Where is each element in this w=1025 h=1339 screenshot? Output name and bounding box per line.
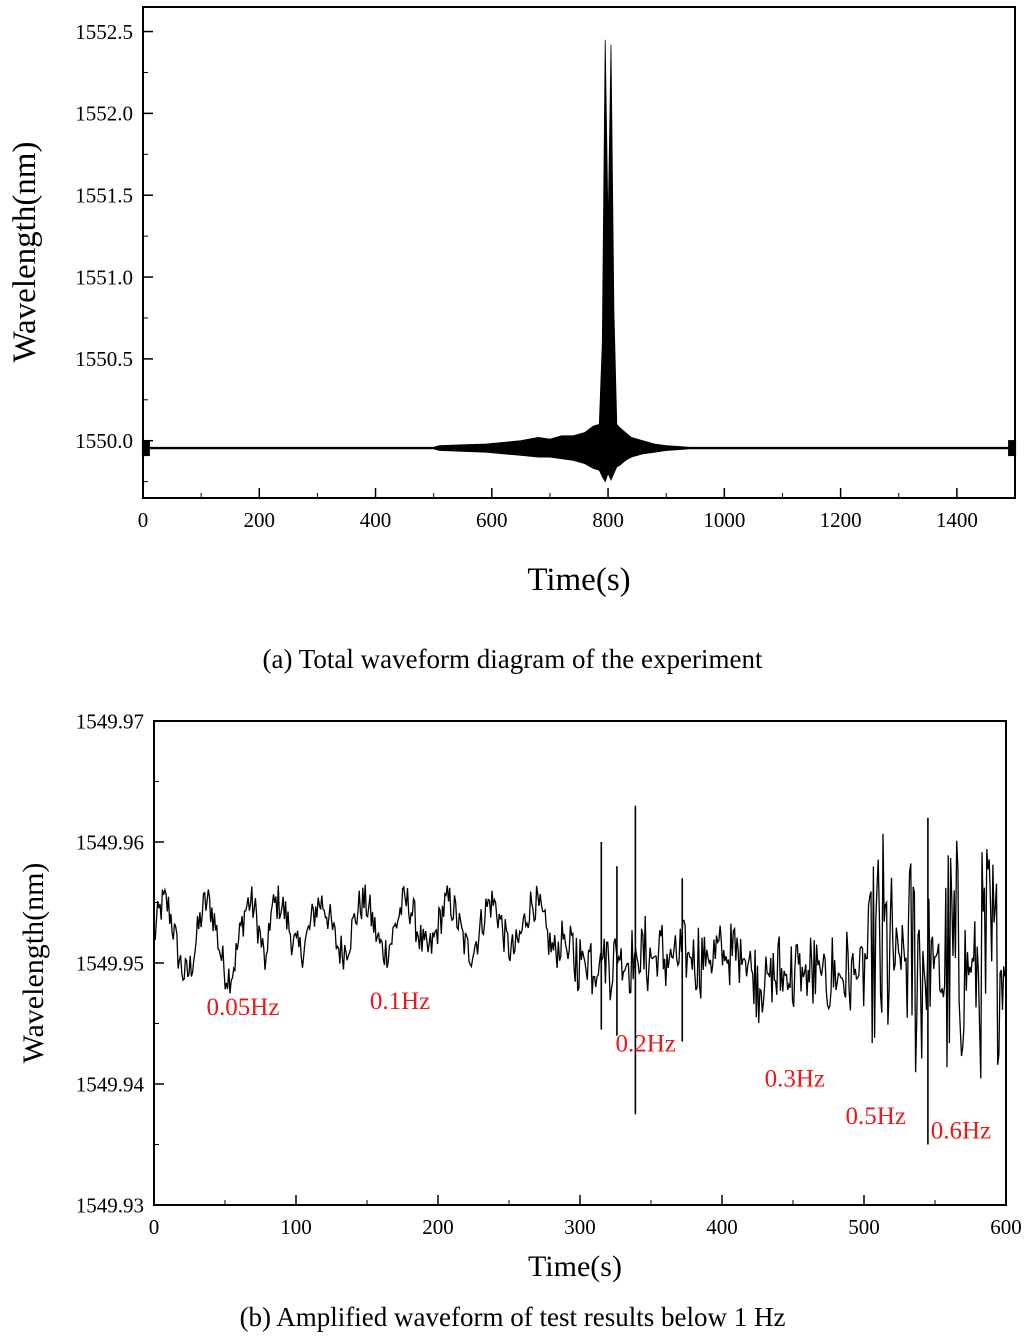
frequency-annotation: 0.3Hz <box>765 1065 825 1092</box>
caption-a: (a) Total waveform diagram of the experi… <box>262 644 763 674</box>
x-tick-label: 200 <box>244 508 276 532</box>
y-tick-label: 1551.5 <box>75 184 133 208</box>
frequency-annotation: 0.2Hz <box>616 1030 676 1057</box>
chart-b-waveform-series <box>153 833 1006 1079</box>
chart-a-waveform-envelope <box>142 39 1016 483</box>
y-tick-label: 1549.93 <box>76 1193 144 1217</box>
y-tick-label: 1550.5 <box>75 347 133 371</box>
chart-b-y-axis-label: Wavelength(nm) <box>17 863 50 1064</box>
x-tick-label: 500 <box>848 1215 880 1239</box>
chart-a-plot-frame <box>142 6 1016 499</box>
x-tick-label: 300 <box>564 1215 596 1239</box>
chart-b-data <box>153 805 1006 1145</box>
x-tick-label: 600 <box>990 1215 1022 1239</box>
frequency-annotation: 0.5Hz <box>846 1103 906 1130</box>
frequency-annotation: 0.6Hz <box>931 1117 991 1144</box>
chart-b-annotations: 0.05Hz 0.1Hz 0.2Hz 0.3Hz 0.5Hz 0.6Hz <box>207 988 992 1144</box>
x-tick-label: 400 <box>360 508 392 532</box>
chart-a-x-axis-label: Time(s) <box>527 562 630 598</box>
chart-a-y-axis-label: Wavelength(nm) <box>7 142 43 363</box>
y-tick-label: 1550.0 <box>75 429 133 453</box>
chart-b-ticks: 0 100 200 300 400 500 600 1549.93 1549.94 1549.95… <box>76 709 1022 1239</box>
frequency-annotation: 0.1Hz <box>370 988 430 1015</box>
y-tick-label: 1549.95 <box>76 951 144 975</box>
frequency-annotation: 0.05Hz <box>207 994 280 1021</box>
x-tick-label: 200 <box>422 1215 454 1239</box>
y-tick-label: 1552.5 <box>75 20 133 44</box>
x-tick-label: 1200 <box>820 508 862 532</box>
y-tick-label: 1549.96 <box>76 830 144 854</box>
x-tick-label: 0 <box>138 508 149 532</box>
x-tick-label: 1400 <box>936 508 978 532</box>
chart-b-x-axis-label: Time(s) <box>528 1250 622 1283</box>
caption-b: (b) Amplified waveform of test results b… <box>239 1302 786 1332</box>
x-tick-label: 800 <box>592 508 624 532</box>
chart-a-end-marker <box>141 440 150 457</box>
x-tick-label: 100 <box>280 1215 312 1239</box>
x-tick-label: 1000 <box>703 508 745 532</box>
chart-a-end-marker <box>1008 440 1017 457</box>
chart-a-ticks: 0 200 400 600 800 1000 1200 1400 1550.0 1550.5 155… <box>75 20 1016 532</box>
x-tick-label: 400 <box>706 1215 738 1239</box>
y-tick-label: 1552.0 <box>75 102 133 126</box>
chart-a: 0 200 400 600 800 1000 1200 1400 1550.0 1550.5 155… <box>7 6 1017 598</box>
x-tick-label: 0 <box>149 1215 160 1239</box>
y-tick-label: 1551.0 <box>75 265 133 289</box>
chart-b: 0 100 200 300 400 500 600 1549.93 1549.94 1549.95… <box>17 709 1022 1283</box>
y-tick-label: 1549.94 <box>76 1072 145 1096</box>
x-tick-label: 600 <box>476 508 508 532</box>
chart-a-data <box>141 39 1017 483</box>
y-tick-label: 1549.97 <box>76 709 144 733</box>
